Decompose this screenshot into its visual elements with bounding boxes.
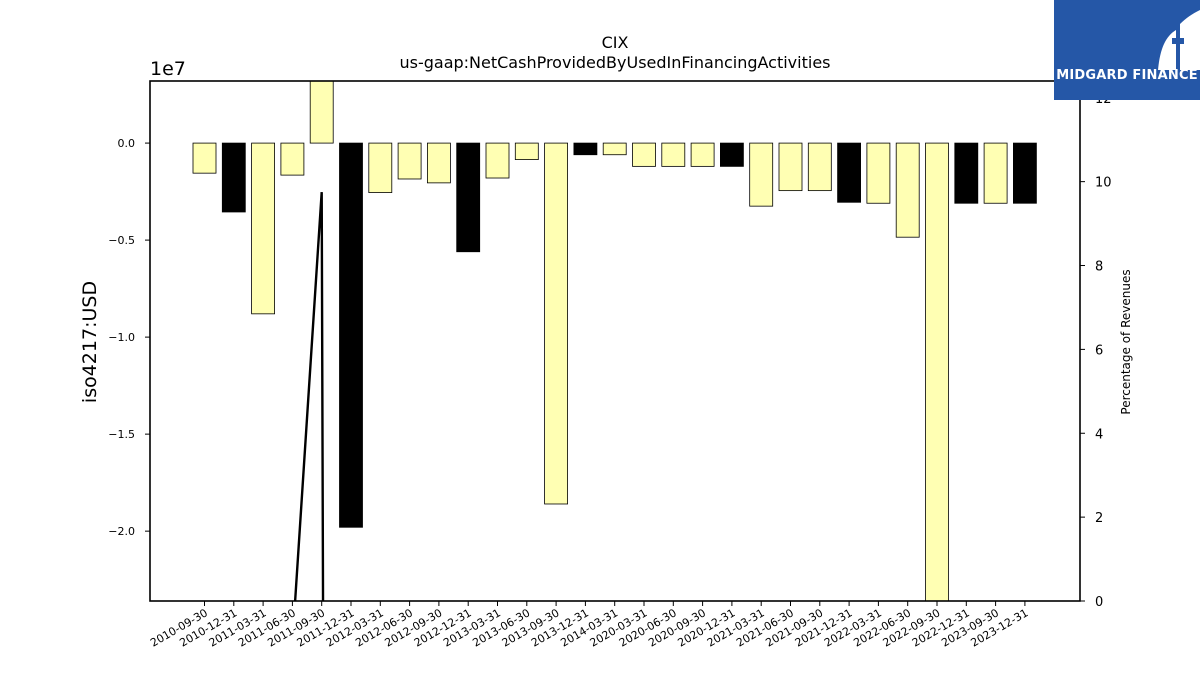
revenue-percentage-line-group bbox=[293, 192, 325, 601]
bar bbox=[397, 142, 422, 180]
y2-tick-label: 4 bbox=[1095, 427, 1103, 442]
bar bbox=[514, 142, 539, 160]
bar bbox=[544, 142, 568, 505]
logo-text: MIDGARD FINANCE bbox=[1056, 68, 1198, 83]
bar bbox=[837, 142, 861, 203]
y-axis-offset-label: 1e7 bbox=[150, 58, 186, 80]
y2-tick-label: 10 bbox=[1095, 176, 1112, 191]
y2-axis-ticks: 024681012 bbox=[1080, 92, 1112, 610]
revenue-percentage-line bbox=[293, 192, 325, 601]
y2-tick-label: 8 bbox=[1095, 260, 1103, 275]
bar bbox=[720, 142, 744, 167]
bar bbox=[632, 142, 656, 167]
bar bbox=[778, 142, 803, 192]
y-tick-label: −2.0 bbox=[108, 525, 135, 538]
bar bbox=[426, 142, 451, 184]
bar bbox=[573, 142, 598, 156]
bar bbox=[895, 142, 920, 238]
bar bbox=[221, 142, 246, 213]
bars-group bbox=[192, 81, 1037, 601]
bar bbox=[749, 142, 774, 207]
bar bbox=[925, 142, 949, 601]
y-tick-label: −0.5 bbox=[108, 234, 135, 247]
x-axis-ticks: 2010-09-302010-12-312011-03-312011-06-30… bbox=[148, 601, 1030, 650]
y2-axis-label: Percentage of Revenues bbox=[1119, 269, 1133, 414]
y-axis-label: iso4217:USD bbox=[79, 281, 101, 403]
bar bbox=[807, 142, 832, 192]
bar bbox=[309, 81, 334, 144]
bar bbox=[983, 142, 1008, 204]
chart-title: CIX bbox=[602, 33, 629, 52]
bar bbox=[339, 142, 363, 528]
bar bbox=[690, 142, 715, 167]
logo-mark-icon bbox=[1158, 10, 1200, 70]
bar bbox=[192, 142, 217, 174]
y2-tick-label: 2 bbox=[1095, 511, 1103, 526]
y-axis-ticks: 0.0 −0.5 −1.0 −1.5 −2.0 bbox=[108, 137, 150, 538]
midgard-finance-logo: MIDGARD FINANCE bbox=[1054, 0, 1200, 100]
y-tick-label: 0.0 bbox=[118, 137, 136, 150]
bar bbox=[602, 142, 627, 156]
y-tick-label: −1.5 bbox=[108, 428, 135, 441]
bar bbox=[456, 142, 481, 253]
chart-subtitle: us-gaap:NetCashProvidedByUsedInFinancing… bbox=[399, 53, 830, 72]
bar bbox=[368, 142, 393, 193]
bar bbox=[280, 142, 305, 176]
y2-tick-label: 6 bbox=[1095, 343, 1103, 358]
y-tick-label: −1.0 bbox=[108, 331, 135, 344]
bar bbox=[251, 142, 276, 315]
bar bbox=[661, 142, 686, 167]
bar bbox=[1013, 142, 1037, 204]
y2-tick-label: 0 bbox=[1095, 595, 1103, 610]
bar bbox=[485, 142, 510, 179]
bar bbox=[954, 142, 979, 204]
bar bbox=[866, 142, 891, 204]
